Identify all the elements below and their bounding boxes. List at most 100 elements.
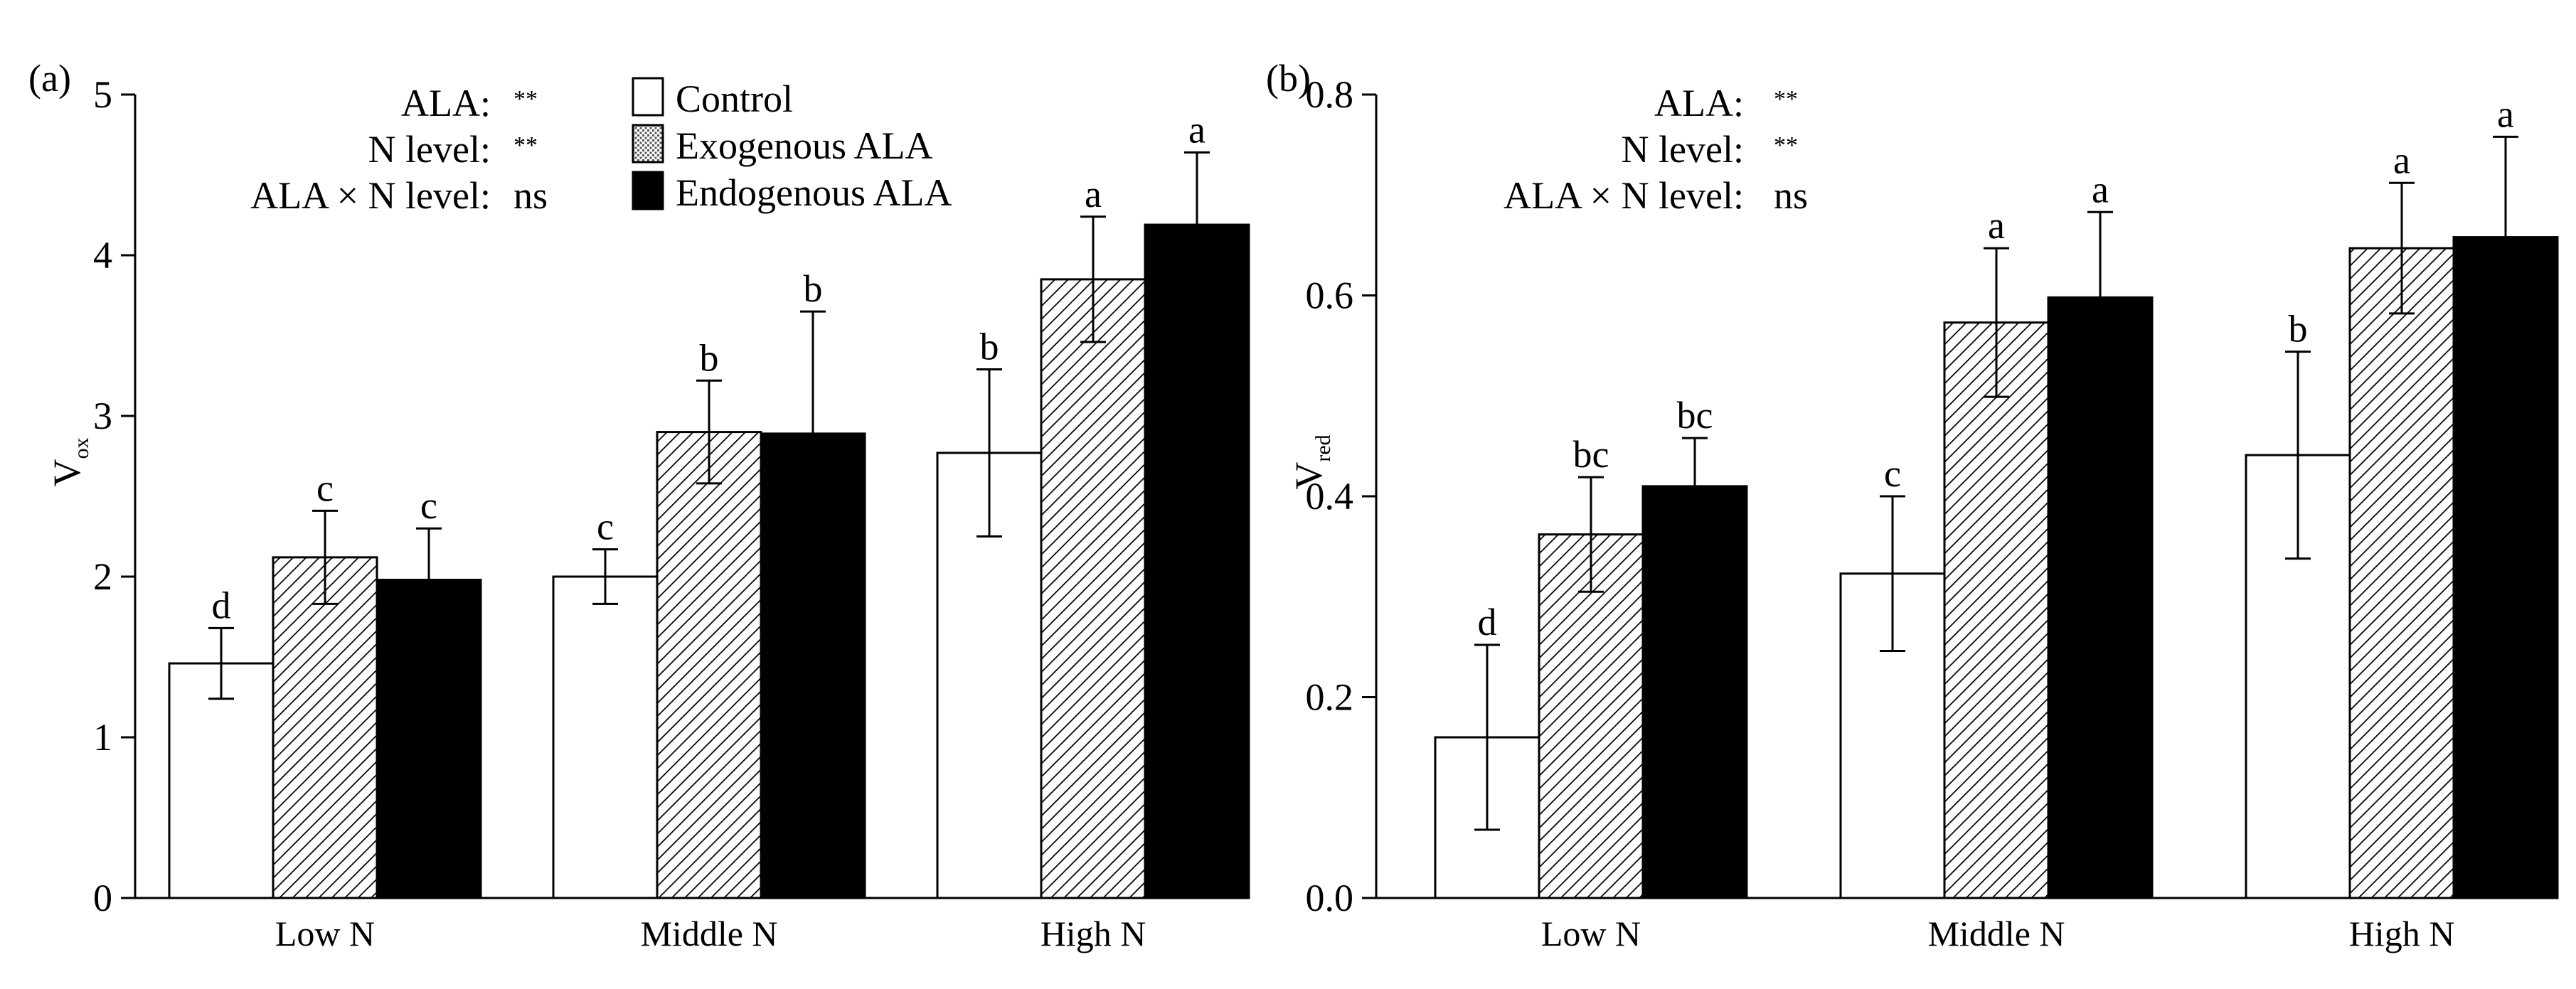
error-bar — [2389, 181, 2415, 315]
error-bar — [2285, 351, 2311, 560]
significance-letter: a — [2393, 139, 2410, 181]
significance-letter: a — [2497, 92, 2514, 135]
error-bar — [1184, 151, 1210, 299]
y-tick-label: 0.6 — [1306, 274, 1354, 317]
bar-exogenous-ala-high-n — [1040, 278, 1146, 899]
bar-exogenous-ala-low-n — [272, 556, 378, 899]
significance-letter: a — [1085, 173, 1102, 215]
y-tick-label: 1 — [93, 716, 112, 759]
y-tick-label: 2 — [93, 555, 112, 598]
legend: Control Exogenous ALA Endogenous ALA — [632, 77, 952, 214]
y-tick-label: 0.8 — [1306, 73, 1354, 116]
stat-value-interaction-a: ns — [513, 174, 548, 217]
error-bar — [208, 626, 234, 700]
bar-endogenous-ala-middle-n — [2047, 296, 2154, 899]
bars-b: d c b bc a a bc a a — [1434, 92, 2559, 899]
x-category-label: High N — [1040, 914, 1146, 953]
significance-letter: b — [700, 336, 719, 379]
significance-letter: c — [1884, 452, 1901, 495]
significance-letter: a — [1988, 204, 2005, 247]
legend-item-control: Control — [632, 77, 793, 120]
panel-label-b: (b) — [1266, 57, 1311, 100]
y-tick-label: 3 — [93, 395, 112, 437]
y-tick-label: 0.2 — [1306, 676, 1354, 719]
stat-value-ala-b: ** — [1774, 86, 1798, 112]
bar-endogenous-ala-high-n — [1144, 223, 1250, 899]
stat-label-ala-a: ALA: — [401, 82, 491, 124]
stat-value-n-a: ** — [513, 132, 538, 159]
svg-text:Vox: Vox — [46, 438, 93, 487]
significance-letter: d — [212, 584, 231, 626]
stats-a: ALA: ** N level: ** ALA × N level: ns — [250, 82, 548, 217]
legend-item-endogenous: Endogenous ALA — [632, 171, 952, 214]
legend-swatch-control — [632, 77, 664, 117]
bar-exogenous-ala-middle-n — [1943, 321, 2050, 899]
y-tick-label: 0 — [93, 877, 112, 919]
stat-value-n-b: ** — [1774, 132, 1798, 159]
x-category-label: Middle N — [1927, 914, 2065, 953]
x-categories-b: Low N Middle N High N — [1541, 914, 2454, 953]
significance-letter: a — [1188, 108, 1205, 151]
y-tick-label: 5 — [93, 73, 112, 116]
panel-a: (a) Vox 0 1 2 3 4 5 d c b c b a c b a Low N Middle N Hi… — [28, 57, 1250, 953]
stats-b: ALA: ** N level: ** ALA × N level: ns — [1503, 82, 1808, 217]
legend-label-exogenous: Exogenous ALA — [676, 124, 932, 167]
legend-swatch-exogenous — [632, 124, 664, 164]
legend-swatch-endogenous — [632, 171, 664, 210]
stat-label-interaction-b: ALA × N level: — [1503, 174, 1744, 217]
panel-label-a: (a) — [28, 57, 71, 100]
bar-endogenous-ala-low-n — [1641, 485, 1748, 899]
panel-b: (b) Vred 0.0 0.2 0.4 0.6 0.8 d c b bc a a bc a a Low… — [1266, 57, 2559, 953]
error-bar — [800, 310, 826, 557]
x-categories-a: Low N Middle N High N — [275, 914, 1146, 953]
significance-letter: a — [2092, 168, 2109, 210]
error-bar — [592, 548, 618, 605]
significance-letter: c — [597, 506, 614, 548]
error-bar — [1682, 437, 1708, 536]
error-bar — [1474, 643, 1500, 831]
error-bar — [696, 379, 722, 485]
axes-a — [134, 95, 1248, 899]
significance-letter: bc — [1573, 433, 1609, 476]
significance-letter: c — [420, 484, 437, 527]
bars-a: d c b c b a c b a — [168, 108, 1250, 899]
significance-letter: b — [804, 267, 823, 310]
y-ticks-b: 0.0 0.2 0.4 0.6 0.8 — [1306, 73, 1376, 919]
stat-label-interaction-a: ALA × N level: — [250, 174, 491, 217]
stat-label-n-a: N level: — [368, 128, 491, 171]
x-category-label: Low N — [1541, 914, 1641, 953]
error-bar — [1080, 215, 1106, 343]
error-bar — [976, 368, 1002, 538]
y-ticks-a: 0 1 2 3 4 5 — [93, 73, 135, 919]
x-category-label: Middle N — [640, 914, 777, 953]
svg-text:Vred: Vred — [1287, 434, 1335, 489]
y-axis-title-b: Vred — [1287, 434, 1335, 489]
stat-value-ala-a: ** — [513, 86, 538, 112]
error-bar — [2493, 135, 2518, 339]
y-axis-title-a: Vox — [46, 438, 93, 487]
error-bar — [312, 509, 338, 605]
error-bar — [1984, 247, 2009, 398]
significance-letter: b — [2289, 308, 2308, 351]
bar-exogenous-ala-low-n — [1538, 533, 1644, 899]
y-axis-title-sub-b: red — [1311, 434, 1335, 461]
x-category-label: Low N — [275, 914, 375, 953]
significance-letter: b — [980, 325, 999, 368]
y-tick-label: 0.0 — [1306, 877, 1354, 919]
legend-item-exogenous: Exogenous ALA — [632, 124, 932, 167]
bar-exogenous-ala-high-n — [2348, 247, 2455, 899]
error-bar — [416, 527, 442, 633]
error-bar — [1578, 476, 1604, 593]
significance-letter: c — [316, 466, 334, 509]
axes-b — [1375, 95, 2496, 899]
y-tick-label: 4 — [93, 234, 112, 277]
error-bar — [2087, 210, 2113, 384]
bar-control-middle-n — [552, 575, 659, 899]
error-bar — [1880, 495, 1905, 653]
significance-letter: bc — [1677, 394, 1713, 437]
stat-value-interaction-b: ns — [1774, 174, 1808, 217]
stat-label-n-b: N level: — [1622, 128, 1744, 171]
x-category-label: High N — [2349, 914, 2455, 953]
